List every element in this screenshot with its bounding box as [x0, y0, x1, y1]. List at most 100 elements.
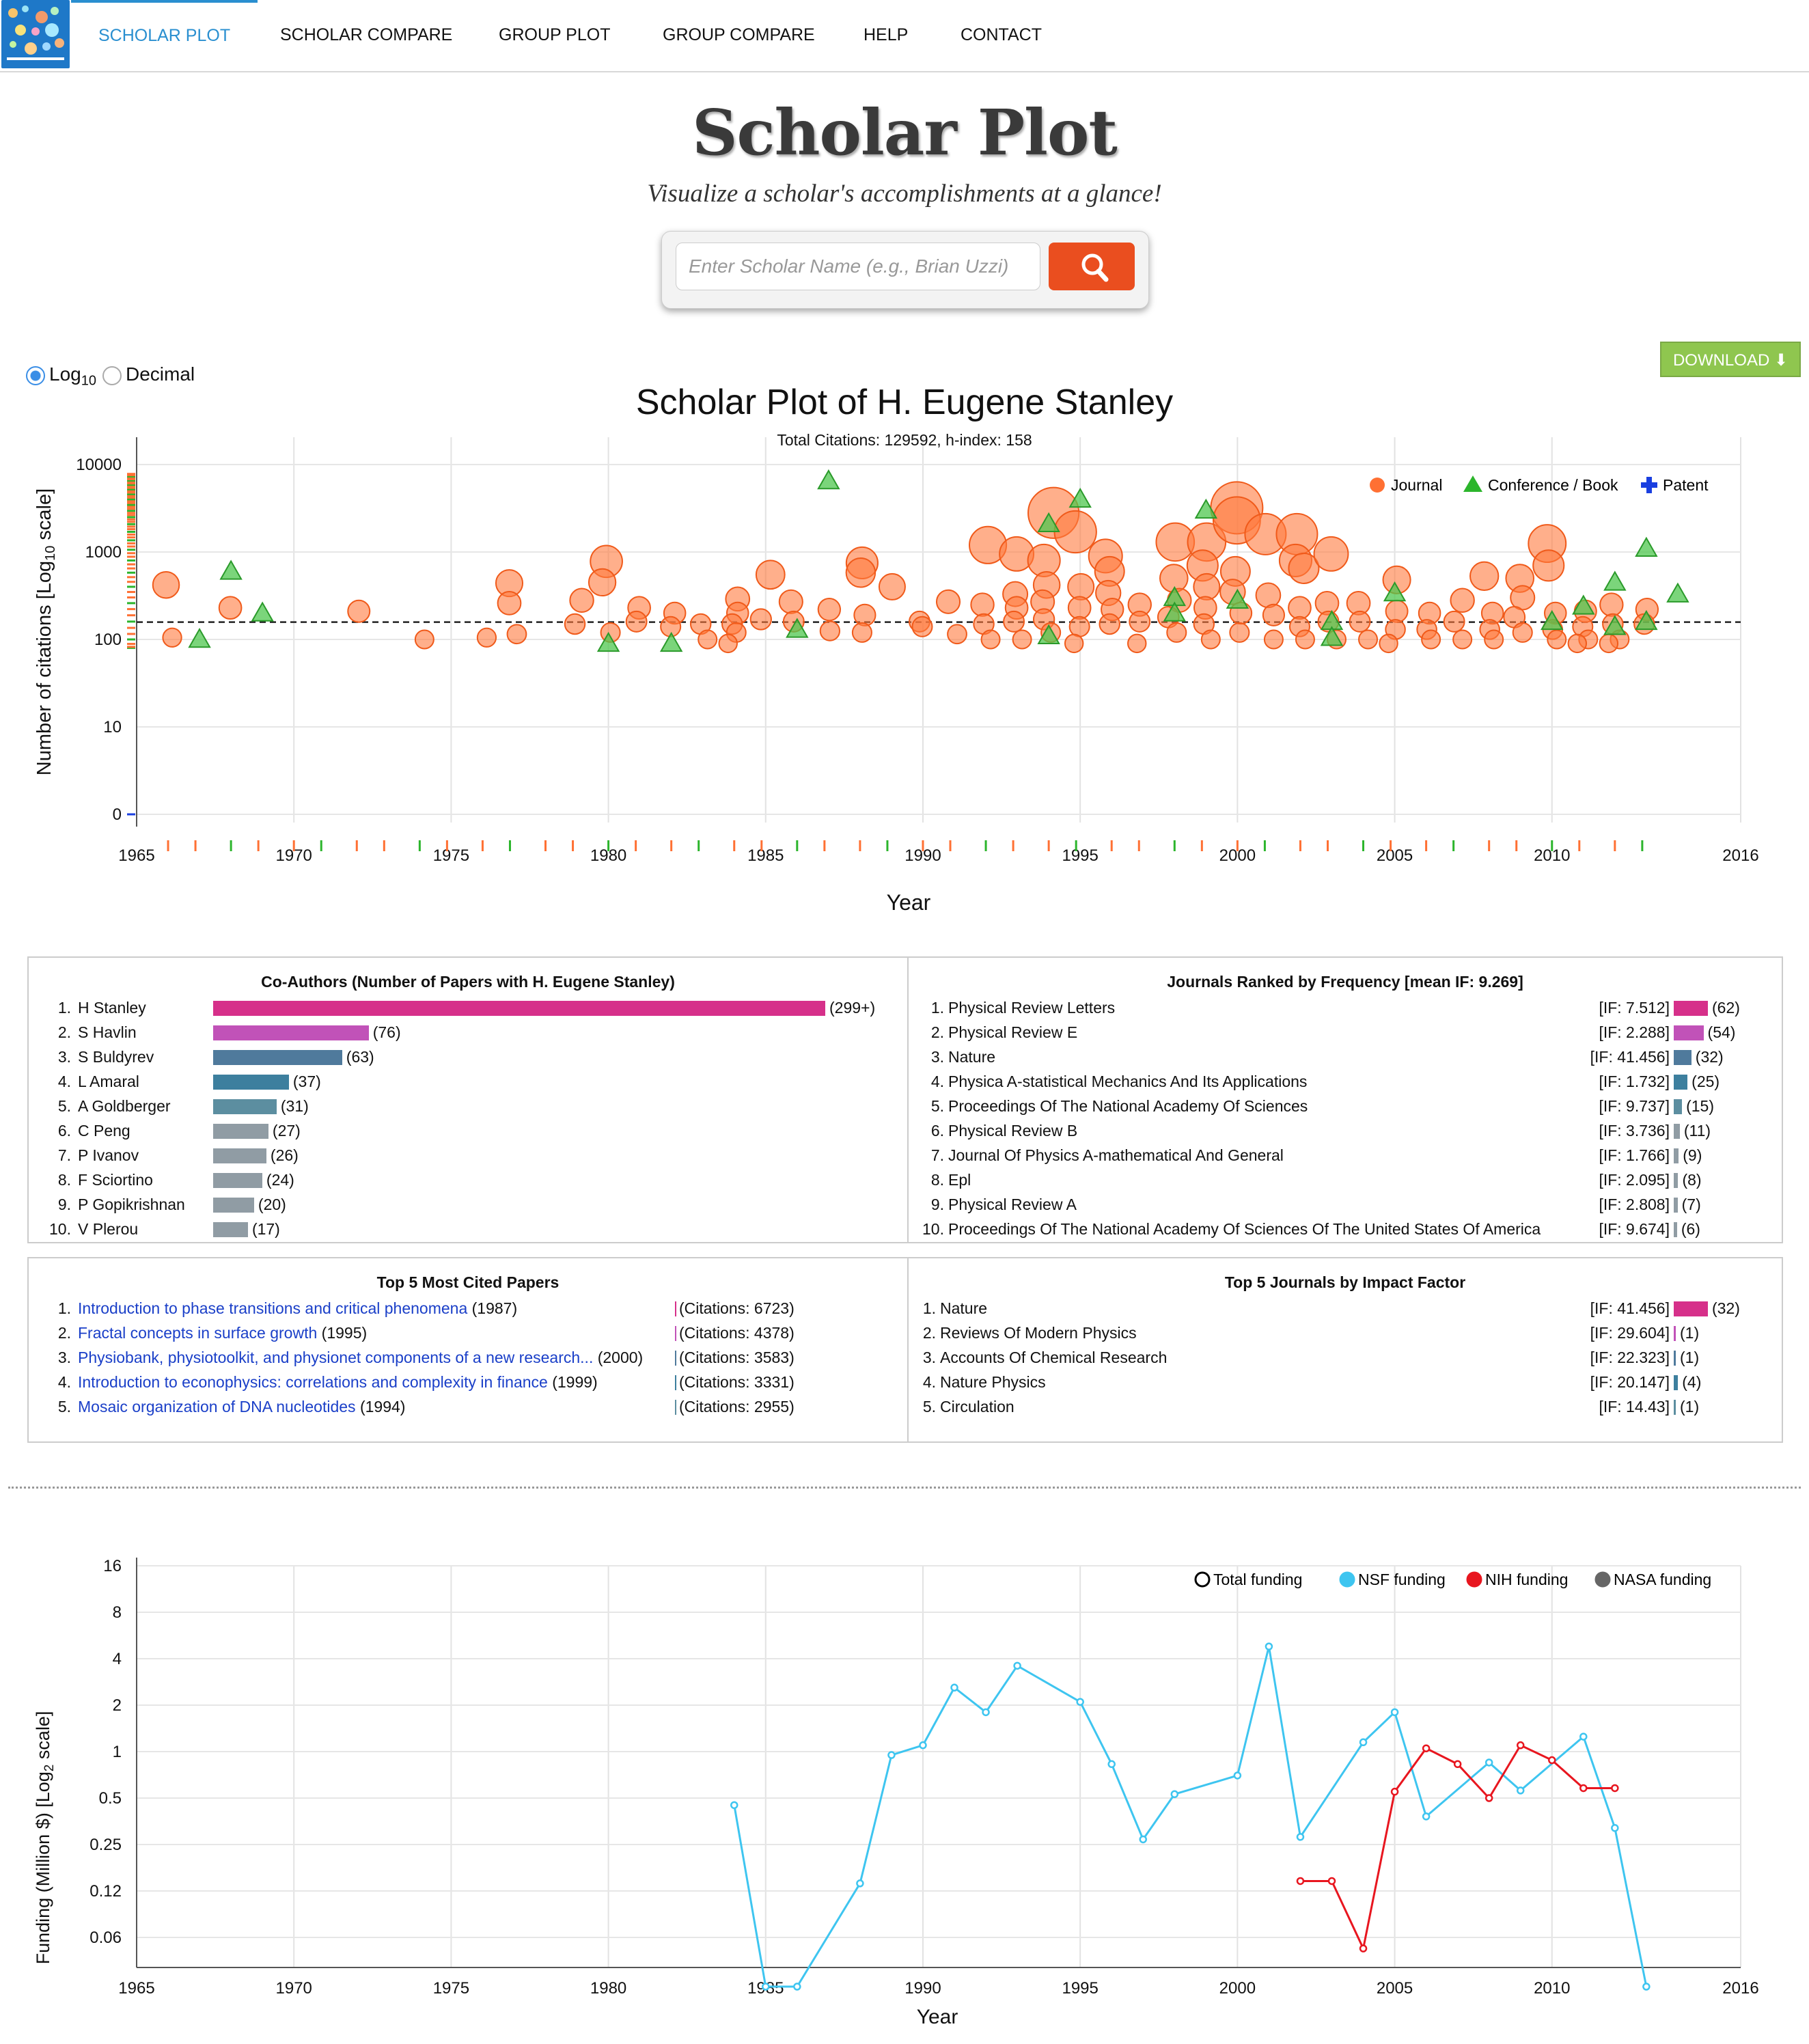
top-paper-link[interactable]: Introduction to phase transitions and cr…	[78, 1299, 468, 1317]
nsf-funding-point[interactable]	[919, 1741, 927, 1750]
conference-paper-point[interactable]	[1163, 601, 1187, 622]
journal-paper-point[interactable]	[1599, 633, 1619, 654]
journal-paper-point[interactable]	[718, 633, 738, 654]
top-paper-link[interactable]: Introduction to econophysics: correlatio…	[78, 1373, 548, 1391]
journal-paper-point[interactable]	[569, 588, 594, 613]
journal-paper-point[interactable]	[1379, 633, 1398, 654]
journal-paper-point[interactable]	[1099, 613, 1120, 635]
journal-paper-point[interactable]	[851, 622, 872, 643]
nsf-funding-point[interactable]	[982, 1708, 990, 1717]
journal-paper-point[interactable]	[1599, 592, 1624, 617]
conference-paper-point[interactable]	[817, 469, 840, 490]
nsf-funding-point[interactable]	[730, 1801, 738, 1810]
journal-paper-point[interactable]	[414, 629, 434, 650]
nsf-funding-point[interactable]	[1516, 1786, 1525, 1795]
journal-paper-point[interactable]	[1288, 596, 1312, 620]
nsf-funding-point[interactable]	[1422, 1812, 1431, 1821]
journal-paper-point[interactable]	[878, 572, 906, 600]
journal-paper-point[interactable]	[1469, 561, 1500, 591]
journal-paper-point[interactable]	[1288, 552, 1320, 584]
conference-paper-point[interactable]	[1194, 498, 1218, 519]
journal-paper-point[interactable]	[218, 596, 243, 620]
conference-paper-point[interactable]	[1635, 609, 1658, 631]
journal-paper-point[interactable]	[845, 557, 876, 588]
journal-paper-point[interactable]	[588, 568, 617, 597]
journal-paper-point[interactable]	[1064, 633, 1084, 654]
journal-paper-point[interactable]	[1567, 633, 1588, 654]
journal-paper-point[interactable]	[749, 608, 772, 631]
conference-paper-point[interactable]	[1603, 570, 1627, 591]
journal-paper-point[interactable]	[1443, 610, 1465, 633]
nsf-funding-point[interactable]	[1076, 1698, 1084, 1706]
nsf-funding-point[interactable]	[1390, 1708, 1399, 1717]
top-paper-link[interactable]: Fractal concepts in surface growth	[78, 1324, 318, 1342]
nih-funding-point[interactable]	[1579, 1784, 1588, 1793]
journal-paper-point[interactable]	[1452, 629, 1473, 650]
log10-radio[interactable]	[26, 366, 45, 385]
conference-paper-point[interactable]	[786, 618, 809, 638]
nsf-funding-point[interactable]	[1359, 1738, 1368, 1747]
search-button[interactable]	[1049, 243, 1135, 290]
journal-paper-point[interactable]	[1484, 629, 1504, 650]
journal-paper-point[interactable]	[1385, 599, 1409, 623]
conference-paper-point[interactable]	[659, 631, 683, 652]
journal-paper-point[interactable]	[506, 624, 527, 645]
journal-paper-point[interactable]	[497, 591, 522, 616]
nsf-funding-point[interactable]	[793, 1983, 801, 1991]
top-paper-link[interactable]: Physiobank, physiotoolkit, and physionet…	[78, 1349, 594, 1366]
journal-paper-point[interactable]	[819, 620, 841, 641]
top-paper-link[interactable]: Mosaic organization of DNA nucleotides	[78, 1398, 356, 1415]
conference-paper-point[interactable]	[188, 627, 211, 648]
journal-paper-point[interactable]	[1295, 629, 1315, 650]
conference-paper-point[interactable]	[219, 560, 243, 580]
journal-paper-point[interactable]	[1255, 582, 1282, 609]
journal-paper-point[interactable]	[1263, 629, 1284, 650]
journal-paper-point[interactable]	[1421, 629, 1441, 650]
conference-paper-point[interactable]	[1666, 582, 1689, 603]
journal-paper-point[interactable]	[1547, 629, 1567, 650]
journal-paper-point[interactable]	[1532, 549, 1565, 582]
nsf-funding-point[interactable]	[762, 1983, 770, 1991]
nav-item-contact[interactable]: CONTACT	[961, 25, 1042, 44]
journal-paper-point[interactable]	[1127, 633, 1147, 654]
journal-paper-point[interactable]	[625, 610, 648, 633]
journal-paper-point[interactable]	[347, 599, 371, 623]
nih-funding-point[interactable]	[1296, 1877, 1305, 1886]
nsf-funding-point[interactable]	[1013, 1661, 1021, 1670]
scholar-plot-logo[interactable]	[1, 0, 70, 68]
scholar-search-input[interactable]	[676, 243, 1040, 290]
nih-funding-point[interactable]	[1327, 1877, 1336, 1886]
journal-paper-point[interactable]	[698, 629, 718, 650]
nsf-funding-point[interactable]	[1170, 1790, 1179, 1799]
nih-funding-point[interactable]	[1359, 1944, 1368, 1952]
nsf-funding-point[interactable]	[1579, 1732, 1588, 1741]
conference-paper-point[interactable]	[1037, 624, 1060, 644]
nav-item-group-plot[interactable]: GROUP PLOT	[499, 25, 611, 44]
journal-paper-point[interactable]	[970, 592, 995, 617]
conference-paper-point[interactable]	[1541, 609, 1564, 631]
nsf-funding-point[interactable]	[1233, 1771, 1242, 1780]
journal-paper-point[interactable]	[152, 570, 180, 599]
conference-paper-point[interactable]	[1383, 581, 1407, 602]
conference-paper-point[interactable]	[596, 631, 620, 652]
nsf-funding-point[interactable]	[887, 1751, 896, 1759]
journal-paper-point[interactable]	[778, 589, 803, 614]
journal-paper-point[interactable]	[564, 613, 586, 635]
conference-paper-point[interactable]	[1320, 626, 1344, 646]
nsf-funding-point[interactable]	[1485, 1758, 1493, 1767]
journal-paper-point[interactable]	[476, 627, 497, 648]
journal-paper-point[interactable]	[947, 624, 967, 645]
journal-paper-point[interactable]	[1200, 629, 1221, 650]
conference-paper-point[interactable]	[1226, 588, 1249, 609]
conference-paper-point[interactable]	[1603, 615, 1627, 635]
journal-paper-point[interactable]	[1229, 622, 1250, 643]
nih-funding-point[interactable]	[1453, 1760, 1462, 1769]
log10-label[interactable]: Log10	[49, 363, 96, 389]
conference-paper-point[interactable]	[1635, 536, 1658, 557]
conference-paper-point[interactable]	[251, 601, 274, 622]
journal-paper-point[interactable]	[817, 598, 842, 622]
nsf-funding-point[interactable]	[950, 1683, 958, 1692]
journal-paper-point[interactable]	[935, 589, 961, 614]
journal-paper-point[interactable]	[853, 603, 876, 626]
journal-paper-point[interactable]	[1067, 596, 1092, 620]
